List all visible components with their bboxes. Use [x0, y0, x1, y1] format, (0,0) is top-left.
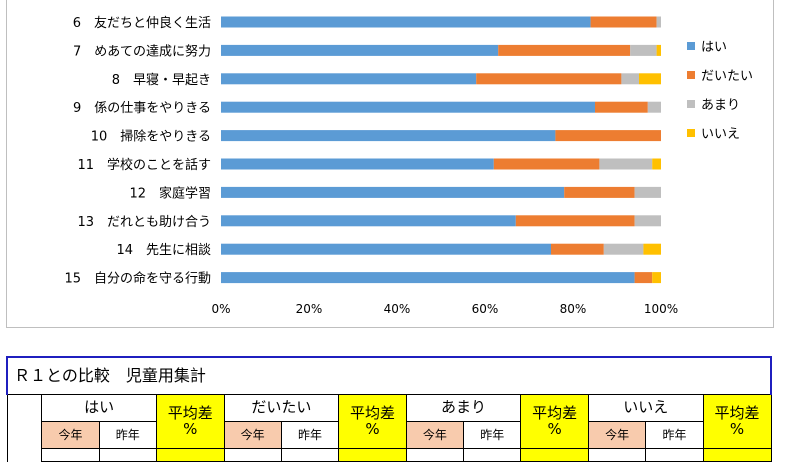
category-label: 12 家庭学習 [129, 185, 211, 201]
x-tick-label: 0% [211, 302, 230, 316]
bar-segment [221, 272, 635, 284]
last-year-daitai: 昨年 [280, 421, 340, 449]
category-label: 14 先生に相談 [116, 242, 211, 258]
bar-segment [564, 186, 635, 198]
bar-segment [652, 158, 661, 170]
bar-segment [639, 73, 661, 85]
this-year-daitai: 今年 [223, 421, 282, 449]
bar-segment [643, 243, 661, 255]
category-label: 7 めあての達成に努力 [73, 44, 211, 59]
comparison-table-wrap: Ｒ１との比較 児童用集計 はい 平均差% だいたい 平均差% あまり 平均差% … [6, 356, 772, 466]
header-hai: はい [41, 394, 157, 422]
bar-segment [634, 215, 661, 227]
bar-segment [630, 44, 657, 56]
last-year-iie: 昨年 [645, 421, 704, 449]
row-header-blank [6, 394, 43, 462]
x-tick-label: 20% [296, 302, 323, 316]
legend-label: はい [701, 40, 727, 55]
category-label: 15 自分の命を守る行動 [64, 271, 211, 287]
legend-label: あまり [701, 98, 740, 113]
category-label: 8 早寝・早起き [112, 72, 211, 88]
bar-segment [476, 73, 622, 85]
header-amari: あまり [405, 394, 522, 422]
header-iie: いいえ [587, 394, 704, 422]
x-tick-label: 100% [644, 302, 678, 316]
bar-segment [221, 186, 565, 198]
diff-header-daitai: 平均差% [338, 394, 407, 449]
bar-segment [634, 186, 661, 198]
bar-segment [652, 272, 661, 284]
category-label: 6 友だちと仲良く生活 [73, 15, 211, 31]
this-year-iie: 今年 [587, 421, 647, 449]
x-tick-label: 80% [560, 302, 587, 316]
x-tick-label: 40% [384, 302, 411, 316]
data-cell [702, 448, 772, 462]
bar-segment [221, 243, 551, 255]
bar-segment [555, 130, 661, 142]
bar-segment [515, 215, 635, 227]
stacked-bar-chart: 6 友だちと仲良く生活 7 めあての達成に努力 8 早寝・早起き 9 係の仕事をやりき… [64, 15, 753, 316]
legend-label: だいたい [701, 69, 753, 84]
last-year-hai: 昨年 [98, 421, 157, 449]
comparison-table: Ｒ１との比較 児童用集計 はい 平均差% だいたい 平均差% あまり 平均差% … [6, 356, 772, 462]
chart-panel: 6 友だちと仲良く生活 7 めあての達成に努力 8 早寝・早起き 9 係の仕事をやりき… [6, 0, 774, 328]
header-daitai: だいたい [223, 394, 340, 422]
this-year-hai: 今年 [41, 421, 100, 449]
bar-segment [551, 243, 604, 255]
legend-swatch [687, 71, 695, 79]
bar-segment [493, 158, 600, 170]
bar-segment [599, 158, 653, 170]
diff-header-iie: 平均差% [702, 394, 772, 449]
legend-label: いいえ [701, 127, 740, 142]
bar-segment [656, 44, 661, 56]
bar-segment [621, 73, 639, 85]
legend-swatch [687, 129, 695, 137]
bar-segment [647, 101, 661, 113]
bar-segment [634, 272, 653, 284]
legend-swatch [687, 42, 695, 50]
bar-segment [221, 130, 556, 142]
bar-segment [221, 16, 591, 28]
data-cell [520, 448, 589, 462]
bar-segment [603, 243, 644, 255]
bar-segment [590, 16, 657, 28]
bar-segment [221, 101, 595, 113]
legend-swatch [687, 100, 695, 108]
this-year-amari: 今年 [405, 421, 465, 449]
bar-segment [656, 16, 661, 28]
table-title: Ｒ１との比較 児童用集計 [6, 356, 772, 395]
diff-header-hai: 平均差% [155, 394, 225, 449]
category-label: 11 学校のことを話す [77, 157, 211, 173]
bar-segment [221, 73, 477, 85]
bar-segment [221, 158, 494, 170]
last-year-amari: 昨年 [463, 421, 522, 449]
bar-segment [595, 101, 648, 113]
category-label: 13 だれとも助け合う [77, 215, 211, 230]
bar-segment [498, 44, 631, 56]
diff-header-amari: 平均差% [520, 394, 589, 449]
category-label: 10 掃除をやりきる [91, 129, 211, 145]
data-cell [338, 448, 407, 462]
category-label: 9 係の仕事をやりきる [73, 101, 211, 116]
bar-segment [221, 44, 499, 56]
bar-segment [221, 215, 516, 227]
x-tick-label: 60% [472, 302, 499, 316]
